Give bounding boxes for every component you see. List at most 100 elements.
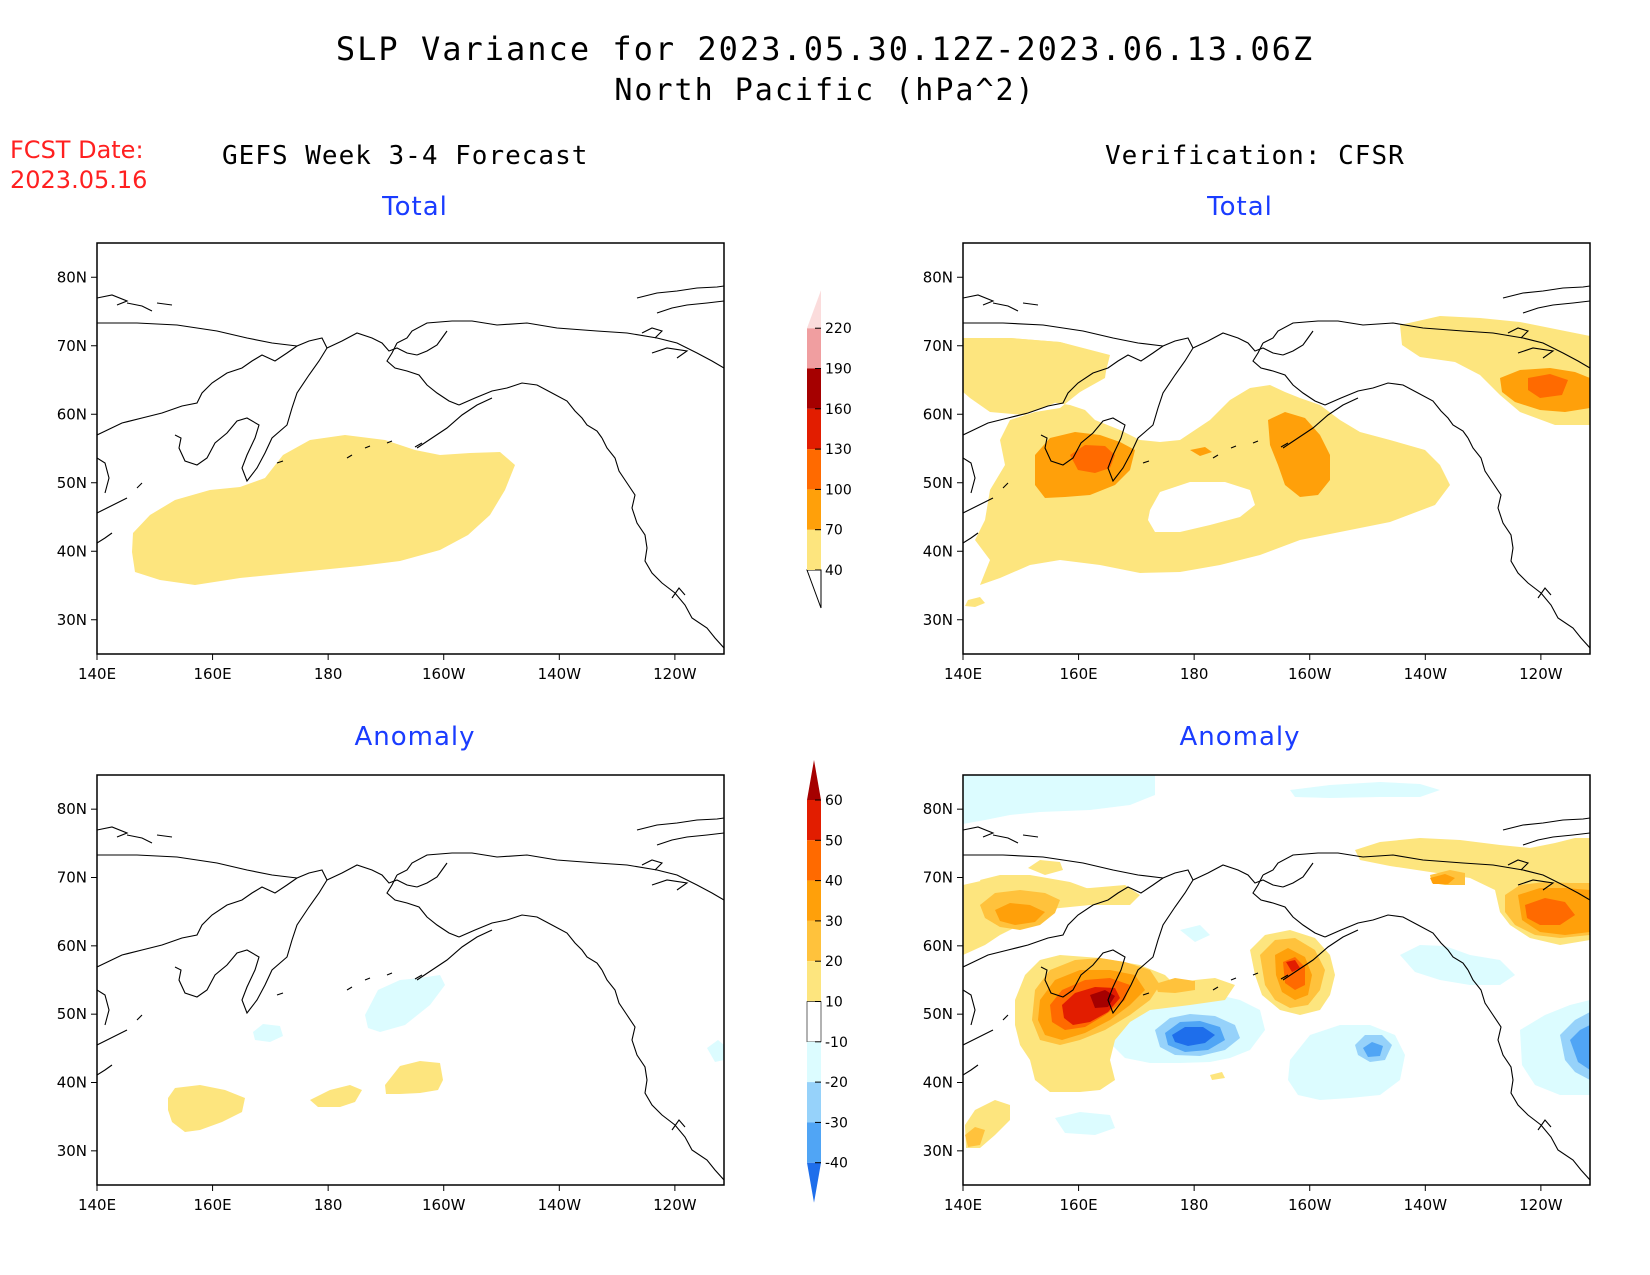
coastline-group <box>97 285 724 649</box>
coastline <box>671 1119 686 1131</box>
lon-tick-label: 140W <box>538 1196 582 1214</box>
contour-fill-neg10-neg20-g <box>1055 1112 1115 1135</box>
lon-tick-label: 140W <box>1404 665 1448 683</box>
contour-fill-neg30-neg40-b <box>1363 1042 1383 1057</box>
coastline <box>97 869 328 1015</box>
colorbar-label: 100 <box>825 482 852 498</box>
coastline <box>1517 879 1555 891</box>
colorbar-lower-extension <box>806 569 822 609</box>
coastline <box>136 482 143 489</box>
coastline <box>1262 320 1590 369</box>
coastline <box>1324 914 1469 971</box>
colorbar-swatch <box>807 961 821 1002</box>
lat-tick-label: 80N <box>923 268 953 286</box>
contour-fill-70-100-b <box>1268 412 1330 497</box>
contour-fill-30-40-e <box>1430 874 1455 884</box>
shading-forecast-anomaly <box>168 975 724 1132</box>
contour-fill-neg10-neg20-c <box>707 1040 724 1062</box>
coastline <box>386 440 393 444</box>
contour-fill-20-30-c <box>1155 978 1195 993</box>
lat-tick-label: 80N <box>57 800 87 818</box>
contour-fill-50-60-b <box>1286 960 1300 972</box>
coastlines-forecast-anomaly <box>97 817 724 1181</box>
colorbar-label: 40 <box>825 874 843 890</box>
lat-tick-label: 60N <box>57 405 87 423</box>
coastline <box>1252 440 1259 444</box>
lon-tick-label: 120W <box>653 1196 697 1214</box>
coastline <box>656 832 724 846</box>
colorbar-label: 50 <box>825 833 843 849</box>
coastline <box>1507 327 1530 339</box>
coastline <box>1467 437 1590 649</box>
coastlines-verification-total <box>963 285 1590 649</box>
colorbar-lower-extension <box>807 1162 821 1203</box>
colorbar-label: 60 <box>825 793 843 809</box>
colorbar-swatch <box>807 840 821 881</box>
map-frame <box>96 774 725 1186</box>
coastline <box>416 397 493 449</box>
coastline <box>364 445 371 449</box>
lat-tick-label: 70N <box>57 337 87 355</box>
coastline <box>963 826 995 838</box>
lat-tick-label: 40N <box>923 542 953 560</box>
coastline <box>1522 300 1590 314</box>
colorbar-label: 160 <box>825 402 852 418</box>
contour-fill-neg10-neg20 <box>365 975 445 1032</box>
lat-tick-label: 60N <box>923 937 953 955</box>
shading-verification-anomaly <box>963 775 1590 1148</box>
contour-fill-10-20-h <box>1210 1072 1225 1080</box>
panel-subtitle-verification-total: Total <box>1207 192 1273 222</box>
map-frame <box>962 774 1591 1186</box>
map-frame <box>962 242 1591 655</box>
coastline <box>386 874 460 938</box>
lon-tick-label: 140E <box>78 1196 116 1214</box>
coastline <box>458 382 603 439</box>
coastline <box>1282 397 1359 449</box>
lon-tick-label: 160E <box>194 1196 232 1214</box>
colorbar-label: 40 <box>825 563 843 579</box>
coastline <box>636 285 724 299</box>
coastline <box>396 320 724 369</box>
map-frame <box>96 242 725 655</box>
coastline <box>992 834 1019 844</box>
coastline <box>458 914 603 971</box>
contour-fill-neg10-neg20-e <box>1400 945 1515 985</box>
coastline <box>1252 342 1326 406</box>
coastline <box>1282 862 1314 888</box>
coastline <box>671 587 686 599</box>
coastline <box>386 972 393 976</box>
coastline <box>963 337 1194 483</box>
panel-verification-anomaly <box>962 774 1591 1186</box>
colorbar-anomaly: 60 50 40 30 20 10 -10 -20 -30 -40 <box>806 760 848 1203</box>
panel-subtitle-forecast-anomaly: Anomaly <box>354 722 476 752</box>
panel-subtitle-verification-anomaly: Anomaly <box>1179 722 1301 752</box>
colorbar-swatch <box>807 880 821 921</box>
coastline <box>601 437 724 649</box>
coastline <box>416 929 493 981</box>
colorbar-label: 30 <box>825 914 843 930</box>
coastline <box>636 817 724 831</box>
coastline <box>97 826 129 838</box>
lon-tick-label: 140E <box>944 665 982 683</box>
coastline <box>1502 285 1590 299</box>
coastline <box>1192 864 1284 888</box>
coastline <box>1467 969 1590 1181</box>
coastline <box>963 532 979 544</box>
coastline <box>97 322 298 347</box>
lon-tick-label: 160W <box>422 1196 466 1214</box>
coastline <box>1230 977 1237 981</box>
contour-fill-40-70-b <box>963 338 1108 415</box>
lon-tick-label: 160E <box>1060 665 1098 683</box>
contour-fill-neg10-neg20-b <box>253 1024 283 1042</box>
fcst-date-label: FCST Date: <box>10 136 144 164</box>
coastline <box>396 852 724 901</box>
lat-tick-label: 30N <box>57 611 87 629</box>
coastline <box>346 986 353 991</box>
coastline <box>1517 347 1555 359</box>
lat-tick-label: 30N <box>923 1142 953 1160</box>
contour-fill-neg10-neg20-b <box>1290 782 1440 798</box>
contour-fill-40-70-d <box>965 597 985 607</box>
lat-tick-label: 50N <box>923 1005 953 1023</box>
lon-tick-label: 160W <box>1288 665 1332 683</box>
lon-tick-label: 160W <box>1288 1196 1332 1214</box>
